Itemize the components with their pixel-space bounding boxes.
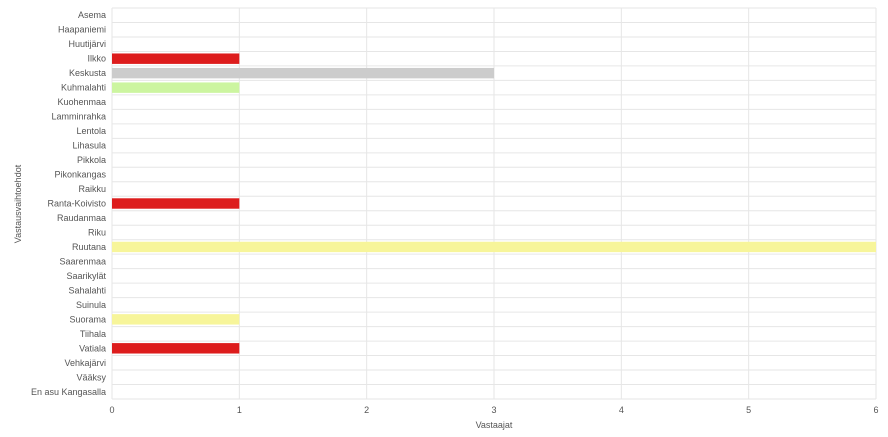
y-tick-label: Saarikylät xyxy=(66,271,106,281)
x-tick-label: 2 xyxy=(364,405,369,415)
x-tick-label: 1 xyxy=(237,405,242,415)
y-tick-label: Ilkko xyxy=(87,54,106,64)
x-tick-label: 0 xyxy=(109,405,114,415)
y-tick-label: Haapaniemi xyxy=(58,25,106,35)
y-tick-label: Vatiala xyxy=(79,343,106,353)
bar[interactable] xyxy=(112,343,239,353)
y-tick-label: Raudanmaa xyxy=(57,213,106,223)
bar[interactable] xyxy=(112,198,239,208)
x-tick-label: 6 xyxy=(873,405,878,415)
y-tick-label: Keskusta xyxy=(69,68,106,78)
y-tick-label: Suinula xyxy=(76,300,106,310)
y-tick-label: Pikkola xyxy=(77,155,106,165)
bar[interactable] xyxy=(112,314,239,324)
y-tick-label: Ruutana xyxy=(72,242,106,252)
y-tick-label: Lentola xyxy=(76,126,106,136)
y-axis-title: Vastausvaihtoehdot xyxy=(13,164,23,243)
y-tick-label: Kuhmalahti xyxy=(61,83,106,93)
y-tick-label: Ranta-Koivisto xyxy=(47,199,106,209)
y-tick-label: Riku xyxy=(88,227,106,237)
x-axis-title: Vastaajat xyxy=(476,420,513,430)
y-tick-label: Sahalahti xyxy=(68,285,106,295)
x-tick-label: 4 xyxy=(619,405,624,415)
y-tick-label: En asu Kangasalla xyxy=(31,387,106,397)
bar[interactable] xyxy=(112,82,239,92)
y-tick-label: Kuohenmaa xyxy=(57,97,106,107)
y-tick-label: Suorama xyxy=(69,314,106,324)
bar[interactable] xyxy=(112,68,494,78)
bar[interactable] xyxy=(112,53,239,63)
y-tick-label: Pikonkangas xyxy=(54,170,106,180)
y-tick-label: Saarenmaa xyxy=(59,256,106,266)
y-tick-label: Vääksy xyxy=(76,372,106,382)
y-tick-label: Asema xyxy=(78,10,106,20)
y-tick-labels: Asema Haapaniemi Huutijärvi Ilkko Keskusta Ku… xyxy=(31,10,107,397)
x-tick-label: 3 xyxy=(491,405,496,415)
y-tick-label: Lamminrahka xyxy=(51,112,106,122)
x-tick-labels: 0 1 2 3 4 5 6 xyxy=(109,405,878,415)
bar[interactable] xyxy=(112,242,876,252)
y-tick-label: Tiihala xyxy=(80,329,106,339)
y-tick-label: Vehkajärvi xyxy=(64,358,106,368)
y-tick-label: Lihasula xyxy=(72,141,106,151)
y-tick-label: Raikku xyxy=(78,184,106,194)
y-tick-label: Huutijärvi xyxy=(68,39,106,49)
x-tick-label: 5 xyxy=(746,405,751,415)
